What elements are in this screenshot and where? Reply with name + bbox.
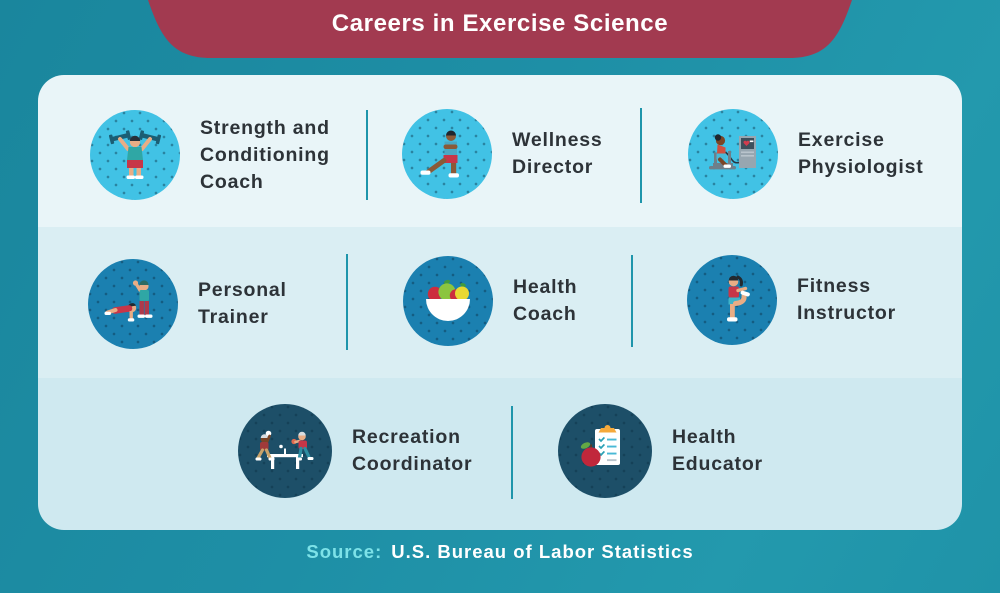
career-label: Health Educator [672, 426, 763, 475]
row1-divider-2 [640, 108, 642, 203]
career-icon-circle [238, 404, 332, 498]
source-text: U.S. Bureau of Labor Statistics [391, 541, 694, 562]
career-label: Personal Trainer [198, 279, 287, 328]
row3-divider-1 [511, 406, 513, 499]
career-label: Recreation Coordinator [352, 426, 473, 475]
career-item-health-educator: Health Educator [558, 404, 763, 498]
knee-raise-person-icon [727, 275, 750, 322]
stretching-person-icon [420, 130, 459, 178]
career-item-recreation-coordinator: Recreation Coordinator [238, 404, 472, 498]
row3-band [38, 378, 962, 530]
career-label: Fitness Instructor [797, 275, 897, 324]
career-label: Health Coach [513, 276, 578, 325]
career-icon-circle [688, 109, 778, 199]
career-item-fitness-instructor: Fitness Instructor [687, 255, 896, 345]
table-tennis-icon [255, 430, 314, 469]
career-item-health-coach: Health Coach [403, 256, 577, 346]
row2-band [38, 227, 962, 378]
career-icon-circle [403, 256, 493, 346]
source-line: Source: U.S. Bureau of Labor Statistics [0, 541, 1000, 563]
row1-band [38, 75, 962, 227]
source-label: Source: [306, 541, 383, 562]
career-icon-circle [558, 404, 652, 498]
row1-divider-1 [366, 110, 368, 200]
career-icon-circle [90, 110, 180, 200]
career-item-personal-trainer: Personal Trainer [88, 259, 287, 349]
banner-ribbon-shape [148, 0, 852, 58]
page-title: Careers in Exercise Science [331, 10, 669, 37]
careers-card [38, 75, 962, 530]
career-item-wellness-director: Wellness Director [402, 109, 603, 199]
weightlifter-icon [108, 130, 162, 179]
career-item-exercise-physiologist: Exercise Physiologist [688, 109, 924, 199]
pushup-with-trainer-icon [104, 280, 153, 322]
career-icon-circle [402, 109, 492, 199]
row2-divider-1 [346, 254, 348, 350]
exercise-bike-monitor-icon [709, 134, 756, 170]
career-label: Exercise Physiologist [798, 129, 924, 178]
fruit-bowl-icon [426, 279, 470, 321]
career-item-strength-conditioning-coach: Strength and Conditioning Coach [90, 110, 330, 200]
career-icon-circle [88, 259, 178, 349]
career-label: Wellness Director [512, 129, 603, 178]
row2-divider-2 [631, 255, 633, 347]
clipboard-apple-icon [580, 425, 620, 467]
career-label: Strength and Conditioning Coach [200, 116, 330, 193]
header-banner: Careers in Exercise Science [148, 0, 852, 58]
career-icon-circle [687, 255, 777, 345]
